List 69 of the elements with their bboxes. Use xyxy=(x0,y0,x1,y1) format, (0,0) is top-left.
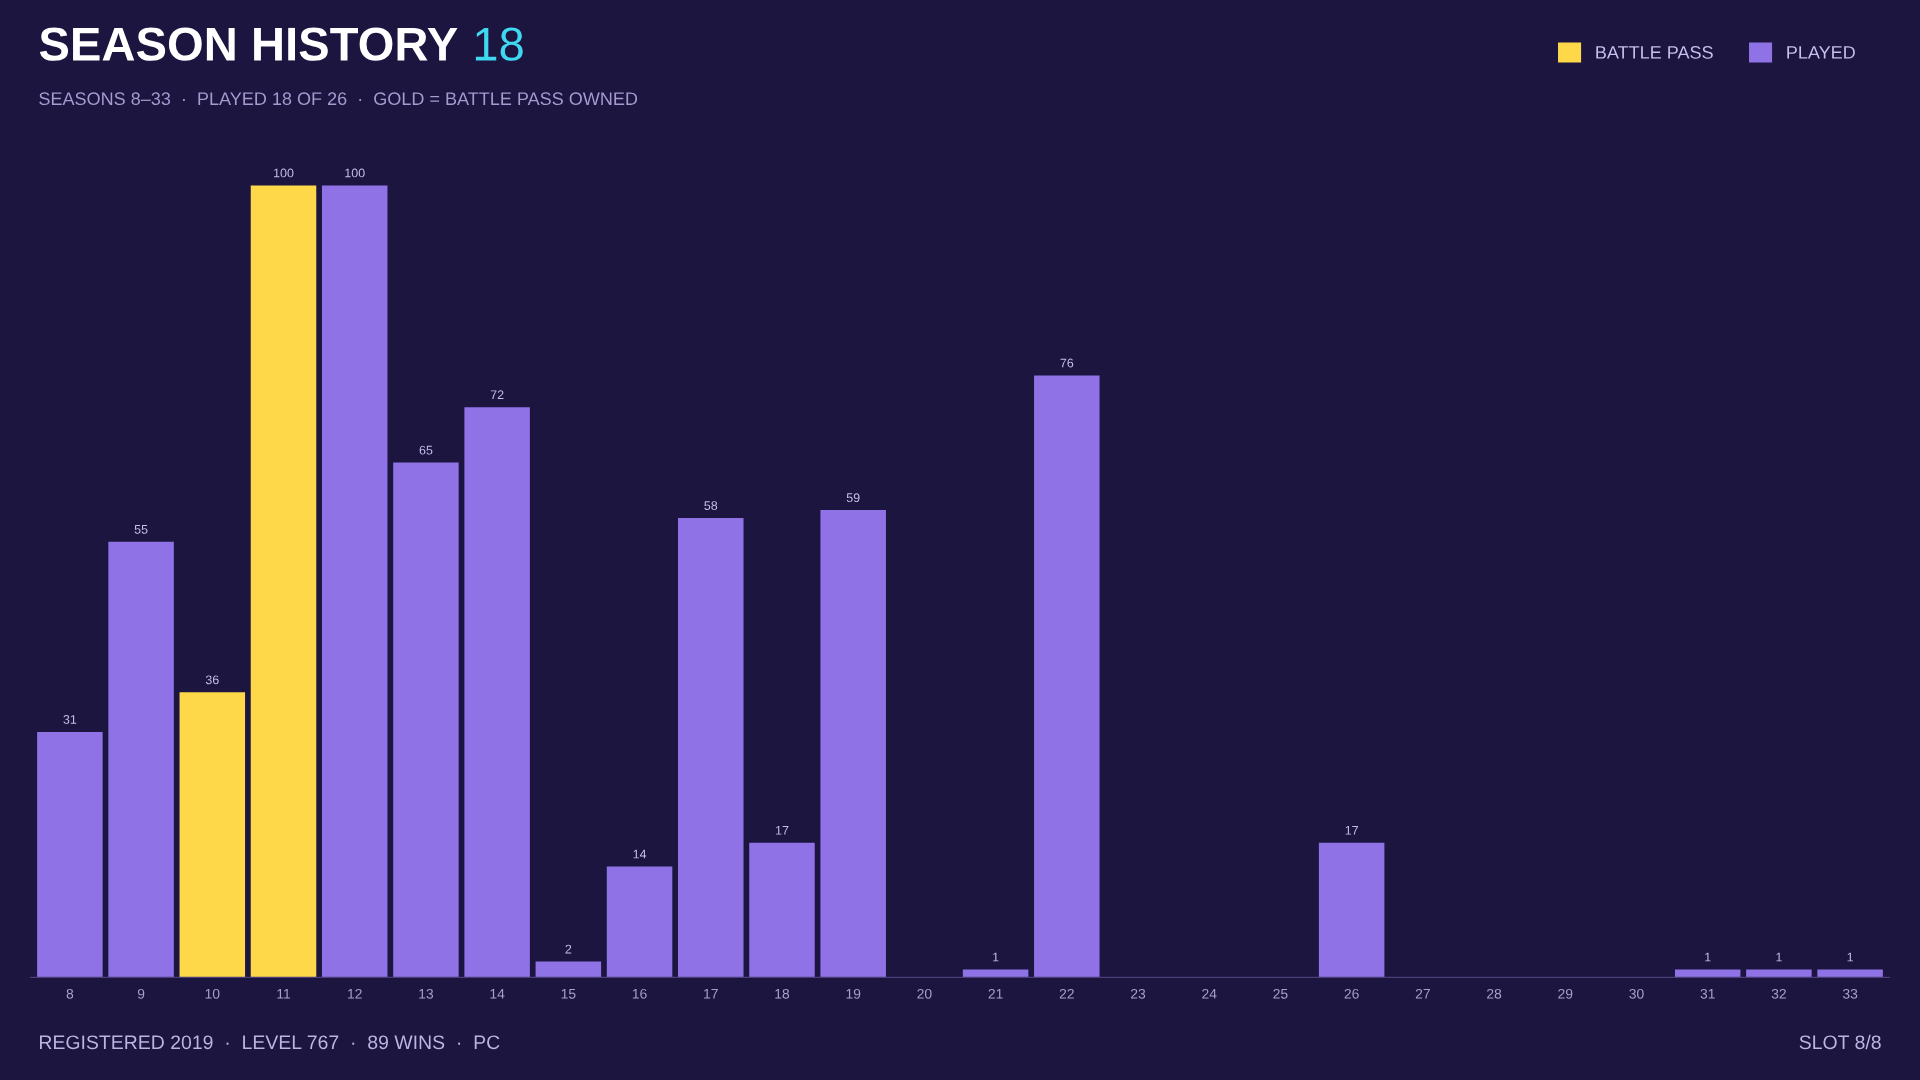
bar xyxy=(464,407,530,978)
x-tick-label: 11 xyxy=(277,989,291,999)
data-label: 14 xyxy=(633,849,647,859)
bar xyxy=(678,518,744,978)
x-tick-label: 27 xyxy=(1415,988,1430,999)
bar xyxy=(321,185,388,978)
text: SLOT 8/8 xyxy=(1799,1034,1881,1050)
x-tick-label: 24 xyxy=(1202,988,1217,999)
data-label: 1 xyxy=(993,952,999,962)
bar xyxy=(393,462,459,978)
data-label: 2 xyxy=(565,944,572,954)
bar xyxy=(250,185,317,978)
data-label: 100 xyxy=(274,168,294,178)
x-tick-label: 20 xyxy=(917,988,932,999)
data-label: 65 xyxy=(419,445,433,455)
data-label: 17 xyxy=(1345,826,1358,835)
x-tick-label: 10 xyxy=(205,988,220,999)
data-label: 1 xyxy=(1776,952,1782,962)
bar xyxy=(108,541,174,978)
x-tick-label: 12 xyxy=(348,988,362,999)
x-tick-label: 8 xyxy=(66,988,74,999)
text: 18 xyxy=(475,27,523,61)
x-tick-label: 28 xyxy=(1487,988,1502,999)
chart-subtitle: SEASONS 8–33 · PLAYED 18 OF 26 · GOLD = BATTLE PASS OWNED xyxy=(39,92,638,106)
bar xyxy=(179,692,246,978)
bar xyxy=(1034,375,1100,978)
data-label: 76 xyxy=(1060,358,1074,368)
x-tick-label: 23 xyxy=(1131,988,1146,999)
x-tick-label: 32 xyxy=(1771,988,1786,999)
x-tick-label: 31 xyxy=(1700,988,1715,999)
bar xyxy=(535,961,602,978)
data-label: 59 xyxy=(846,493,860,503)
x-tick-label: 33 xyxy=(1842,988,1858,999)
bar xyxy=(1817,969,1883,978)
data-label: 72 xyxy=(490,390,504,400)
data-label: 1 xyxy=(1705,952,1711,962)
data-label: 36 xyxy=(205,675,219,685)
data-label: 31 xyxy=(63,715,77,724)
text: REGISTERED 2019 · LEVEL 767 · 89 WINS · PC xyxy=(40,1035,500,1050)
bar xyxy=(962,969,1029,978)
bar xyxy=(37,731,103,978)
x-tick-label: 26 xyxy=(1344,988,1359,999)
bar xyxy=(820,510,886,978)
x-tick-label: 22 xyxy=(1059,988,1074,999)
x-tick-label: 17 xyxy=(704,989,718,999)
x-tick-label: 19 xyxy=(846,988,861,999)
x-tick-label: 14 xyxy=(490,989,505,999)
x-tick-label: 29 xyxy=(1558,988,1573,999)
legend-label: PLAYED xyxy=(1787,46,1855,59)
x-tick-label: 21 xyxy=(988,988,1003,999)
x-tick-label: 25 xyxy=(1273,988,1288,999)
data-label: 55 xyxy=(134,525,148,534)
bar xyxy=(749,842,815,978)
data-label: 1 xyxy=(1847,952,1853,962)
x-tick-label: 13 xyxy=(419,988,434,999)
legend-label: BATTLE PASS xyxy=(1596,45,1713,59)
bar xyxy=(1674,969,1741,978)
bar xyxy=(1318,842,1385,978)
x-tick-label: 15 xyxy=(561,989,576,999)
data-label: 17 xyxy=(775,826,789,835)
chart-title: SEASON HISTORY xyxy=(39,27,458,61)
x-tick-label: 16 xyxy=(632,988,647,999)
x-tick-label: 30 xyxy=(1629,988,1644,999)
x-tick-label: 9 xyxy=(137,988,145,999)
data-label: 100 xyxy=(345,168,365,178)
data-label: 58 xyxy=(704,501,718,511)
bar xyxy=(606,866,673,978)
bar xyxy=(1746,969,1812,978)
x-tick-label: 18 xyxy=(775,988,790,999)
